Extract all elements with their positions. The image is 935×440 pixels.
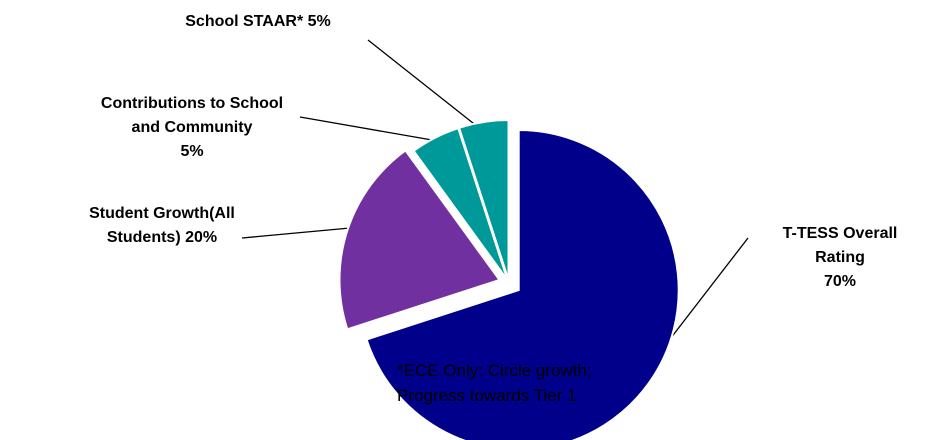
slice-label-2: Contributions to School and Community 5% [101, 95, 283, 160]
slice-label-3: School STAAR* 5% [185, 13, 331, 30]
footnote: *ECE Only: Circle growth; Progress towar… [397, 358, 727, 408]
leader-line-3 [367, 39, 479, 128]
leader-line-1 [241, 227, 351, 239]
slice-label-1-line-1: Students) 20% [107, 229, 217, 246]
slice-label-1-line-0: Student Growth(All [89, 205, 235, 222]
slice-labels: T-TESS Overall Rating 70% Student Growth(Al… [89, 13, 897, 290]
footnote-line-1: *ECE Only: Circle growth; [397, 361, 592, 380]
slice-label-1: Student Growth(All Students) 20% [89, 205, 235, 246]
slice-label-0-line-1: Rating [815, 249, 865, 266]
pie-slice-3 [457, 119, 510, 281]
slice-label-0-line-2: 70% [824, 273, 856, 290]
slice-label-0-line-0: T-TESS Overall [783, 225, 898, 242]
slice-label-0: T-TESS Overall Rating 70% [783, 225, 898, 290]
footnote-line-2: Progress towards Tier 1 [397, 386, 577, 405]
pie-slices [338, 119, 680, 440]
slice-label-2-line-2: 5% [180, 143, 203, 160]
pie-slice-0 [365, 129, 680, 440]
slice-label-3-line-0: School STAAR* 5% [185, 13, 331, 30]
slice-label-2-line-0: Contributions to School [101, 95, 283, 112]
leader-line-2 [299, 116, 433, 141]
pie-slice-1 [338, 149, 502, 331]
slice-label-2-line-1: and Community [132, 119, 253, 136]
